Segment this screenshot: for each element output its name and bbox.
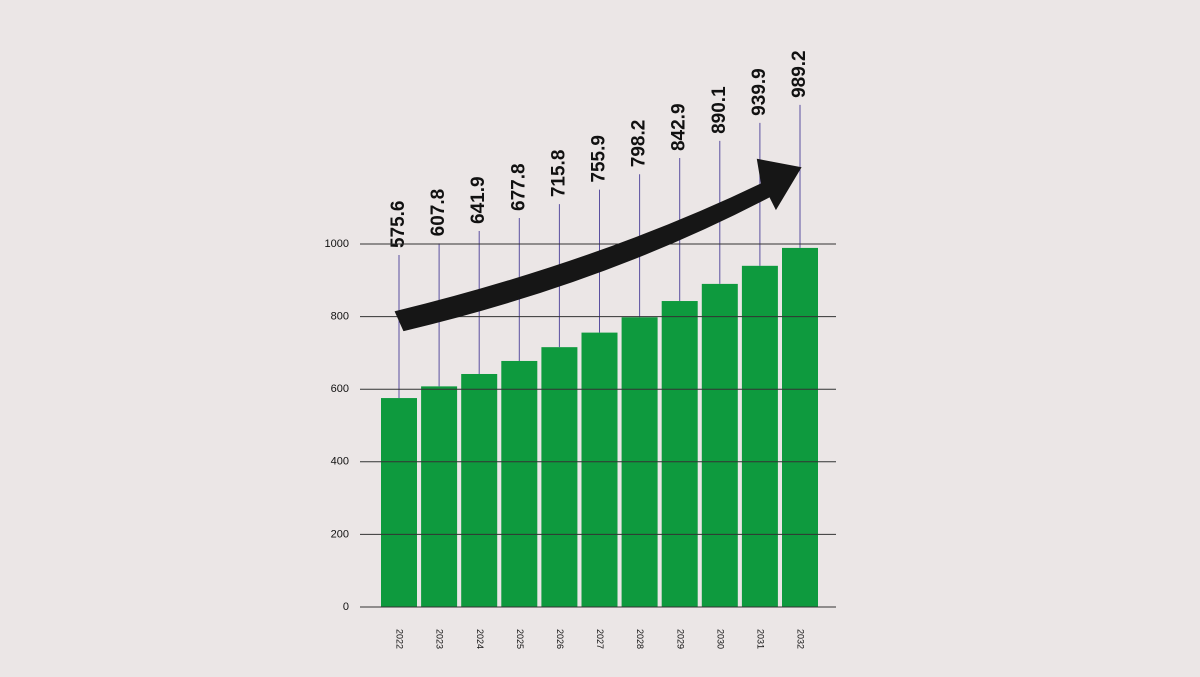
x-tick-label: 2025 [515, 629, 525, 649]
y-tick-label: 1000 [325, 238, 349, 250]
bar [461, 373, 498, 607]
value-label: 715.8 [548, 150, 569, 198]
x-tick-label: 2027 [595, 629, 605, 649]
x-tick-label: 2028 [635, 629, 645, 649]
y-tick-label: 600 [331, 383, 349, 395]
x-tick-label: 2022 [395, 629, 405, 649]
value-label: 641.9 [468, 176, 489, 224]
x-tick-label: 2029 [675, 629, 685, 649]
value-label: 677.8 [508, 163, 529, 211]
y-tick-label: 800 [331, 311, 349, 323]
y-tick-label: 0 [343, 601, 349, 613]
value-label: 989.2 [789, 50, 810, 98]
bar [421, 386, 458, 607]
y-tick-label: 200 [331, 528, 349, 540]
value-label: 939.9 [749, 68, 770, 116]
bar [661, 301, 698, 607]
bar [541, 347, 578, 607]
bar [381, 398, 417, 607]
value-label: 575.6 [388, 201, 409, 249]
x-tick-label: 2031 [756, 629, 766, 649]
bar [501, 360, 538, 607]
x-tick-label: 2024 [475, 629, 485, 649]
x-tick-label: 2023 [435, 629, 445, 649]
plot-area: 575.6 2022 607.8 2023 641.9 2024 677.8 2025 715.… [325, 50, 836, 649]
bar [741, 265, 778, 607]
bar [701, 283, 738, 607]
y-tick-label: 400 [331, 456, 349, 468]
value-label: 755.9 [589, 135, 610, 183]
bar [782, 247, 818, 607]
x-tick-label: 2030 [715, 629, 725, 649]
x-tick-label: 2026 [555, 629, 565, 649]
value-label: 890.1 [709, 86, 730, 134]
value-label: 607.8 [428, 189, 449, 237]
trend-arrow [394, 158, 802, 332]
value-label: 842.9 [669, 103, 690, 151]
x-tick-label: 2032 [796, 629, 806, 649]
value-label: 798.2 [629, 120, 650, 168]
bar [581, 332, 618, 607]
